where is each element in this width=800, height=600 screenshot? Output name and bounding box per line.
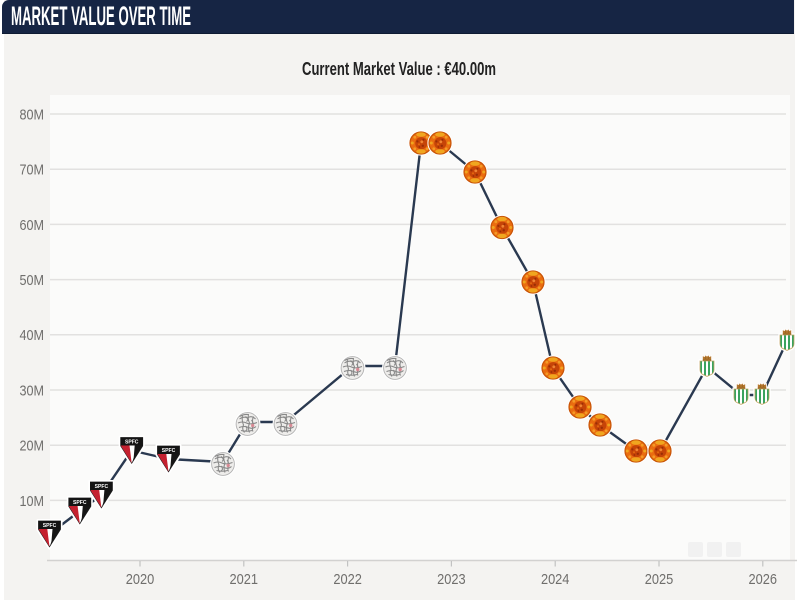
svg-text:80M: 80M <box>20 106 45 123</box>
svg-text:2023: 2023 <box>437 571 466 588</box>
svg-text:30M: 30M <box>20 382 45 399</box>
svg-text:2021: 2021 <box>230 571 259 588</box>
svg-text:20M: 20M <box>20 438 45 455</box>
svg-text:40M: 40M <box>20 327 45 344</box>
svg-text:2024: 2024 <box>541 571 570 588</box>
svg-text:10M: 10M <box>20 493 45 510</box>
svg-text:70M: 70M <box>20 162 45 179</box>
svg-text:2020: 2020 <box>126 571 155 588</box>
svg-text:Current Market Value : €40.00m: Current Market Value : €40.00m <box>302 59 496 79</box>
svg-text:2026: 2026 <box>749 571 778 588</box>
svg-text:2022: 2022 <box>333 571 362 588</box>
svg-text:60M: 60M <box>20 217 45 234</box>
svg-text:MARKET VALUE OVER TIME: MARKET VALUE OVER TIME <box>11 1 191 31</box>
svg-text:50M: 50M <box>20 272 45 289</box>
svg-text:2025: 2025 <box>645 571 674 588</box>
